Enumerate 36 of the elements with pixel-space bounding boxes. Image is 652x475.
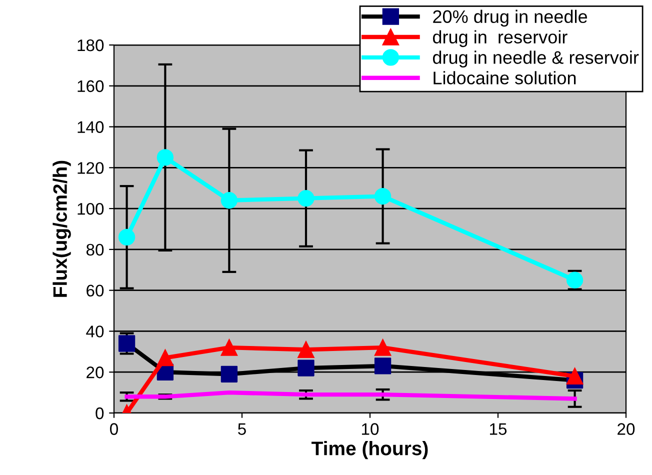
point bbox=[374, 358, 392, 374]
point bbox=[298, 190, 314, 207]
point bbox=[220, 192, 238, 209]
y-tick-label: 160 bbox=[78, 80, 104, 92]
legend-label: 20% drug in needle bbox=[433, 10, 588, 27]
x-tick-label: 0 bbox=[110, 423, 118, 435]
x-tick-label: 5 bbox=[238, 423, 246, 435]
point bbox=[118, 228, 136, 246]
y-tick-label: 60 bbox=[86, 284, 104, 297]
x-tick-label: 15 bbox=[490, 423, 507, 435]
point bbox=[220, 339, 238, 356]
point bbox=[374, 188, 392, 205]
y-tick-label: 0 bbox=[96, 407, 104, 420]
y-tick-label: 80 bbox=[86, 244, 104, 256]
y-tick-label: 140 bbox=[78, 121, 104, 133]
point bbox=[156, 149, 174, 166]
legend-label: drug in needle & reservoir bbox=[432, 50, 639, 68]
y-axis-title: Flux(ug/cm2/h) bbox=[52, 160, 71, 297]
y-tick-label: 120 bbox=[78, 162, 104, 174]
line-series bbox=[124, 390, 577, 401]
point bbox=[156, 349, 174, 366]
point bbox=[118, 335, 136, 352]
point bbox=[220, 366, 238, 382]
point bbox=[298, 360, 314, 376]
y-tick-label: 100 bbox=[78, 202, 104, 215]
y-tick-label: 40 bbox=[86, 326, 104, 338]
point bbox=[566, 368, 584, 385]
x-tick-label: 10 bbox=[362, 423, 379, 435]
y-tick-label: 20 bbox=[86, 366, 104, 378]
legend-label: drug in reservoir bbox=[432, 30, 568, 48]
legend-label: Lidocaine solution bbox=[434, 71, 576, 84]
x-axis-title: Time (hours) bbox=[312, 441, 428, 460]
point bbox=[374, 339, 392, 356]
point bbox=[298, 341, 314, 358]
y-tick-label: 180 bbox=[78, 39, 104, 52]
x-tick-label: 20 bbox=[618, 423, 635, 435]
